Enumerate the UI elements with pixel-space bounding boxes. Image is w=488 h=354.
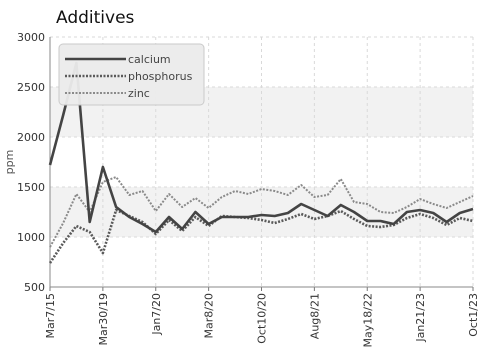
- y-tick-label: 1500: [17, 181, 45, 194]
- axes: 500 1000 1500 2000 2500 3000 Mar7/15 Mar30/19 Ja…: [17, 31, 480, 347]
- series-line-phosphorus: [48, 208, 474, 264]
- series-line-calcium: [48, 61, 474, 234]
- x-tick-label: Jan7/20: [150, 293, 163, 336]
- x-tick-label: Mar30/19: [97, 293, 110, 345]
- chart-title: Additives: [56, 8, 135, 28]
- series-lines: [48, 61, 474, 264]
- x-tick-label: Aug8/21: [308, 293, 321, 339]
- y-tick-label: 500: [24, 281, 45, 294]
- x-tick-label: Jan21/23: [414, 293, 427, 343]
- y-tick-label: 2000: [17, 131, 45, 144]
- y-tick-label: 3000: [17, 31, 45, 44]
- legend-label-calcium: calcium: [128, 53, 171, 66]
- x-tick-label: Mar8/20: [203, 293, 216, 338]
- legend-label-zinc: zinc: [128, 87, 150, 100]
- x-tick-label: Oct1/23: [467, 293, 480, 337]
- x-tick-label: Mar7/15: [44, 293, 57, 338]
- y-tick-label: 1000: [17, 231, 45, 244]
- legend-label-phosphorus: phosphorus: [128, 70, 193, 83]
- y-tick-label: 2500: [17, 81, 45, 94]
- legend: calcium phosphorus zinc: [58, 43, 205, 106]
- series-line-zinc: [49, 176, 474, 248]
- x-tick-label: May18/22: [361, 293, 374, 347]
- x-tick-label: Oct10/20: [256, 293, 269, 344]
- y-axis-label: ppm: [3, 150, 16, 175]
